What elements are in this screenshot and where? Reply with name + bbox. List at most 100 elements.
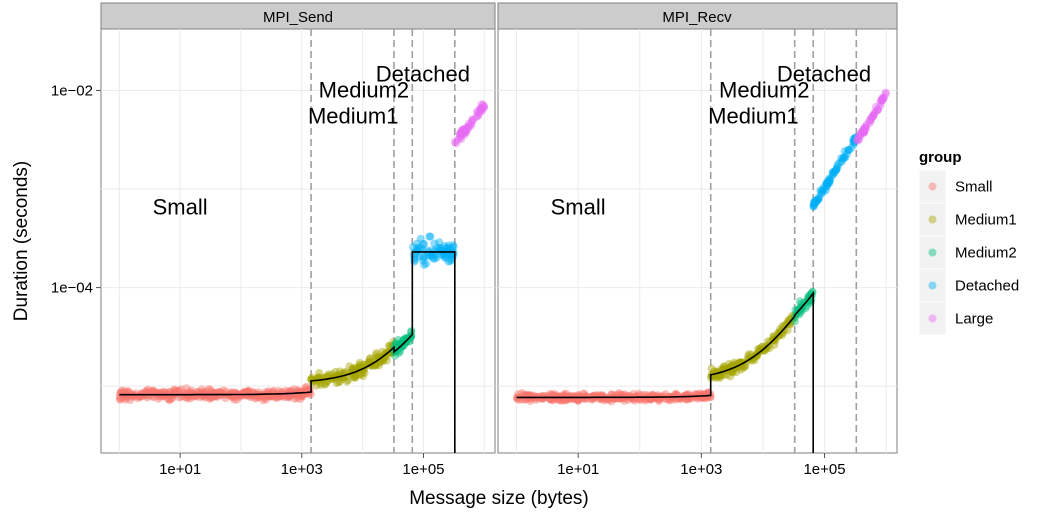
data-point-small [674,391,683,400]
data-point-medium1 [744,350,753,359]
region-labels: SmallMedium1Medium2DetachedSmallMedium1M… [153,62,872,220]
data-point-large [860,127,868,135]
data-point-detached [444,257,453,266]
data-point-small [295,389,304,398]
data-point-small [203,387,212,396]
data-point-medium1 [739,363,748,372]
x-tick-label: 1e+03 [680,461,722,478]
data-point-detached [412,239,421,248]
data-point-large [477,100,486,109]
y-tick-label: 1e−02 [51,82,93,99]
data-point-small [178,391,187,400]
data-point-large [455,133,464,142]
data-point-small [283,393,292,402]
data-point-large [475,104,484,113]
data-point-detached [443,244,452,253]
data-point-large [460,129,469,138]
data-point-large [458,128,467,137]
data-point-small [174,386,183,395]
data-point-medium1 [719,362,728,371]
data-point-small [665,393,674,402]
data-point-small [129,391,138,400]
data-point-detached [419,239,428,248]
data-point-large [877,95,886,104]
data-point-large [859,127,868,136]
data-point-detached [839,154,847,163]
data-point-medium1 [720,362,729,371]
data-point-medium1 [328,370,337,379]
data-point-large [477,105,486,114]
data-point-small [675,394,683,402]
data-point-large [459,126,468,135]
data-point-detached [818,188,827,197]
data-point-small [251,391,260,400]
data-point-small [576,392,585,401]
data-point-detached [432,253,441,262]
data-point-small [302,382,311,391]
data-point-medium2 [391,340,400,348]
data-point-medium2 [394,349,403,357]
data-point-medium1 [356,370,365,379]
data-point-small [521,392,529,401]
data-point-large [456,129,465,138]
data-point-large [472,113,480,122]
data-point-small [623,392,632,401]
data-point-large [450,138,459,146]
data-point-medium1 [355,358,364,367]
legend: group Small Medium1 Medium2 Detached Large [918,149,1019,336]
data-point-large [877,96,886,105]
data-point-detached [814,193,823,202]
data-point-small [243,391,252,400]
data-point-detached [840,147,849,156]
data-point-medium2 [396,344,405,353]
data-point-detached [812,196,821,205]
data-point-medium1 [749,354,758,363]
data-point-detached [810,200,818,209]
data-point-detached [829,170,838,179]
data-point-detached [824,174,833,183]
data-point-small [632,392,641,401]
data-point-small [514,390,522,399]
data-point-large [464,119,473,128]
region-label-medium2: Medium2 [719,77,809,102]
data-point-large [854,132,863,141]
data-point-small [269,386,278,395]
data-point-medium1 [774,332,783,341]
data-point-small [222,387,231,396]
data-point-large [475,108,484,117]
data-point-medium1 [358,372,367,381]
data-point-large [868,113,877,121]
data-point-medium1 [741,362,750,371]
data-point-detached [811,199,820,207]
legend-label-medium2: Medium2 [955,245,1017,262]
data-point-small [641,396,650,405]
data-point-detached [822,179,831,188]
data-point-small [526,397,535,405]
legend-swatch-small [928,182,937,191]
region-label-medium1: Medium1 [708,104,798,129]
data-point-large [477,104,486,113]
data-point-medium1 [716,373,724,382]
data-point-small [265,390,274,399]
data-point-medium1 [335,377,344,386]
data-point-medium1 [331,367,340,376]
data-point-large [869,111,878,120]
data-point-large [462,123,471,132]
data-point-small [192,391,201,400]
data-point-detached [414,243,423,252]
data-point-small [622,392,631,401]
data-point-detached [440,250,449,259]
data-point-detached [823,180,832,189]
data-point-small [252,394,260,403]
data-point-medium1 [332,379,341,388]
data-point-small [666,396,675,405]
data-point-detached [430,239,439,248]
data-point-small [285,391,294,399]
data-point-small [187,386,196,395]
data-point-large [467,121,476,130]
data-point-small [272,394,281,402]
region-label-small: Small [153,195,208,220]
data-point-small [249,389,258,398]
data-point-large [881,90,890,99]
